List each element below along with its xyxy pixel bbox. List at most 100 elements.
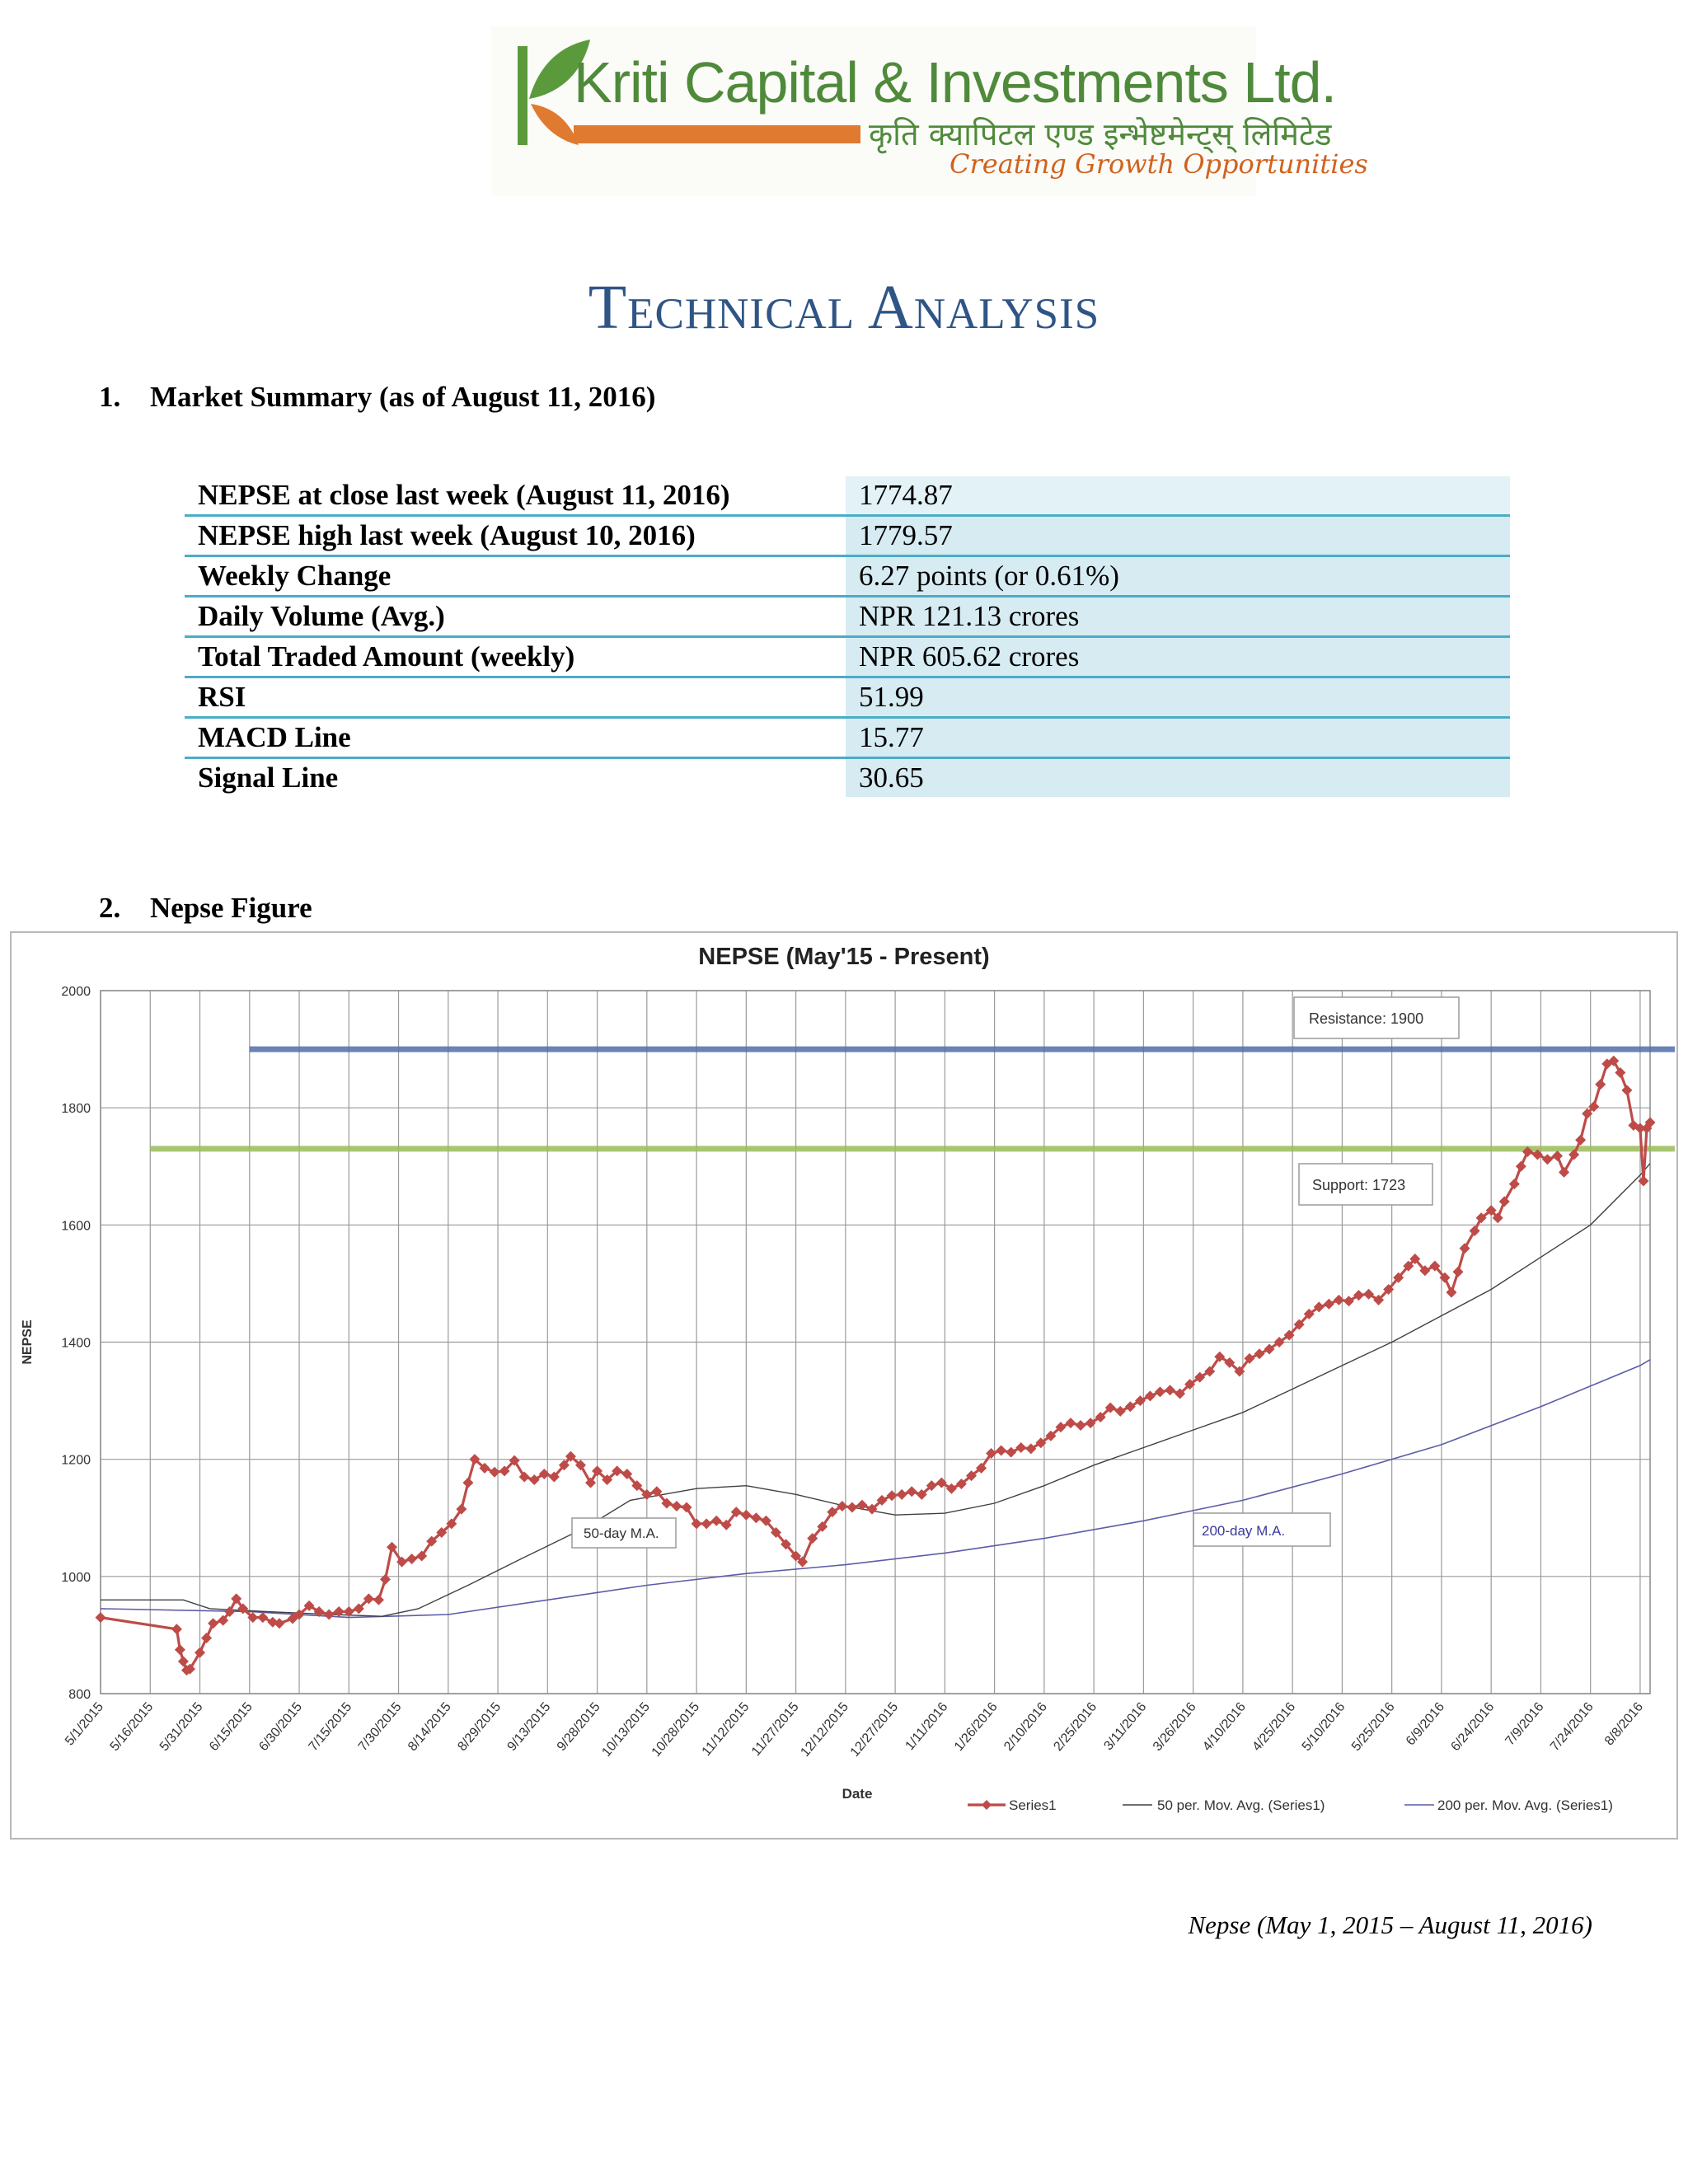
series1-point: [509, 1455, 520, 1466]
x-tick-label: 6/30/2015: [256, 1700, 305, 1755]
series1-point: [462, 1477, 474, 1488]
row-value: 15.77: [846, 717, 1510, 759]
series1-point: [1085, 1418, 1096, 1429]
series1-point: [195, 1647, 206, 1658]
x-tick-label: 7/24/2016: [1548, 1700, 1597, 1755]
y-axis-label: NEPSE: [21, 1319, 35, 1365]
series1-point: [1006, 1446, 1017, 1458]
series1-point: [1194, 1371, 1206, 1383]
series1-point: [184, 1663, 195, 1675]
x-tick-label: 5/25/2016: [1349, 1700, 1398, 1755]
series1-point: [95, 1612, 106, 1624]
series1-point: [1264, 1343, 1275, 1355]
market-summary-table: NEPSE at close last week (August 11, 201…: [185, 476, 1510, 797]
series1-point: [631, 1480, 643, 1492]
series1-point: [396, 1556, 408, 1568]
series1-point: [1313, 1301, 1325, 1313]
nepse-chart-svg: NEPSE (May'15 - Present) 800 1000 1200 1400 1…: [21, 944, 1675, 1813]
series1-point: [1393, 1272, 1404, 1283]
series1-point: [1124, 1401, 1136, 1413]
series1-point: [1459, 1243, 1470, 1254]
series1-point: [740, 1509, 752, 1521]
series1-point: [1184, 1379, 1196, 1390]
series1-point: [171, 1624, 182, 1635]
x-tick-label: 8/8/2016: [1602, 1700, 1646, 1749]
series1-point: [750, 1512, 762, 1524]
series1-point: [945, 1483, 957, 1494]
series1-point: [701, 1518, 712, 1530]
series1-point: [770, 1527, 781, 1539]
series1-point: [231, 1593, 242, 1605]
x-tick-label: 10/28/2015: [649, 1700, 703, 1760]
table-row: Weekly Change 6.27 points (or 0.61%): [185, 555, 1510, 598]
series1-point: [790, 1550, 802, 1562]
x-tick-label: 9/13/2015: [505, 1700, 554, 1755]
series1-point: [1469, 1225, 1480, 1236]
x-tick-label: 5/1/2015: [63, 1700, 106, 1749]
ma200-line: [100, 1359, 1651, 1619]
x-tick-label: 7/30/2015: [356, 1700, 405, 1755]
series1-point: [237, 1603, 249, 1615]
x-tick-label: 3/11/2016: [1101, 1700, 1149, 1754]
series1-point: [1114, 1405, 1126, 1417]
x-tick-label: 7/9/2016: [1503, 1700, 1546, 1749]
row-value: 1779.57: [846, 515, 1510, 557]
section-1-number: 1.: [99, 381, 121, 413]
series1-point: [1144, 1390, 1156, 1402]
series1-point: [1323, 1298, 1334, 1310]
row-value: 1774.87: [846, 476, 1510, 517]
table-row: Total Traded Amount (weekly) NPR 605.62 c…: [185, 636, 1510, 678]
series1-point: [274, 1618, 285, 1629]
legend-ma200-label: 200 per. Mov. Avg. (Series1): [1437, 1797, 1613, 1813]
x-tick-label: 6/9/2016: [1404, 1700, 1447, 1749]
row-value: 30.65: [846, 757, 1510, 797]
series1-point: [218, 1615, 229, 1626]
series1-point: [177, 1656, 189, 1667]
series1-point: [303, 1600, 315, 1611]
series1-point: [1075, 1419, 1086, 1431]
series1-point: [671, 1501, 682, 1512]
table-row: NEPSE high last week (August 10, 2016) 17…: [185, 515, 1510, 557]
series1-point: [1559, 1166, 1570, 1178]
series1-point: [1363, 1288, 1375, 1300]
y-tick-label: 1400: [61, 1337, 91, 1351]
series1-point: [416, 1550, 428, 1562]
table-row: NEPSE at close last week (August 11, 201…: [185, 476, 1510, 517]
x-tick-label: 5/16/2015: [108, 1700, 157, 1755]
series1-point: [363, 1593, 374, 1605]
series1-point: [548, 1471, 560, 1483]
legend-ma50-label: 50 per. Mov. Avg. (Series1): [1157, 1797, 1325, 1813]
series1-point: [837, 1501, 848, 1512]
y-tick-label: 2000: [61, 985, 91, 999]
series1-point: [1409, 1254, 1421, 1265]
series1-point: [1383, 1284, 1395, 1296]
series1-point: [710, 1515, 722, 1526]
logo-orange-bar: [574, 125, 860, 143]
series1-point: [293, 1609, 305, 1620]
section-1-heading: 1. Market Summary (as of August 11, 2016): [99, 381, 655, 414]
series1-point: [1475, 1212, 1487, 1224]
row-value: 51.99: [846, 677, 1510, 719]
series1-point: [1552, 1150, 1564, 1161]
series1-point: [760, 1515, 771, 1526]
section-2-title: Nepse Figure: [150, 892, 312, 924]
series1-point: [373, 1594, 384, 1605]
series1-point: [343, 1605, 354, 1617]
series1-point: [651, 1486, 663, 1497]
logo-name-hindi: कृति क्यापिटल एण्ड इन्भेष्टमेन्ट्स् लिमि…: [869, 116, 1332, 152]
x-tick-label: 6/15/2015: [207, 1700, 256, 1755]
series1-point: [846, 1502, 858, 1513]
series1-point: [641, 1488, 653, 1500]
series1-point: [827, 1507, 838, 1518]
series1-point: [1273, 1337, 1285, 1347]
series1-point: [1498, 1196, 1510, 1207]
support-label-box: [1298, 1163, 1433, 1206]
figure-caption: Nepse (May 1, 2015 – August 11, 2016): [1188, 1910, 1593, 1939]
ma50-label-box: [571, 1517, 677, 1549]
series1-point: [1508, 1179, 1520, 1190]
series1-point: [489, 1466, 500, 1478]
series1-point: [353, 1603, 364, 1615]
series1-point: [1515, 1160, 1526, 1172]
series1-point: [1492, 1212, 1503, 1224]
series1-point: [1446, 1286, 1457, 1298]
